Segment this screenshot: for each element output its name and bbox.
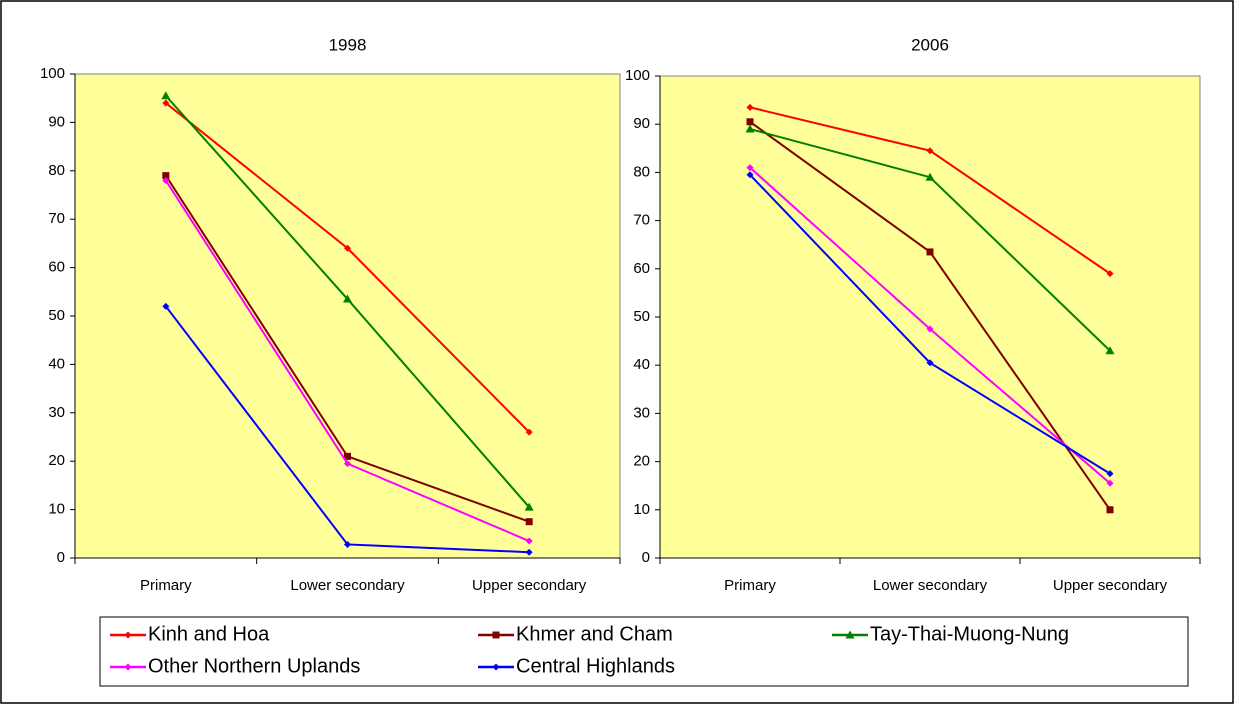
y-tick-label: 10 [48, 501, 65, 518]
legend-label: Tay-Thai-Muong-Nung [870, 623, 1069, 645]
y-tick-label: 40 [48, 355, 65, 372]
marker [1106, 479, 1114, 487]
y-tick-label: 40 [633, 356, 650, 373]
y-tick-label: 90 [48, 113, 65, 130]
marker [1106, 270, 1114, 278]
legend-label: Kinh and Hoa [148, 623, 270, 645]
marker [161, 91, 171, 100]
y-tick-label: 20 [48, 452, 65, 469]
legend-label: Central Highlands [516, 655, 675, 677]
marker [524, 502, 534, 511]
y-tick-label: 60 [633, 260, 650, 277]
marker [492, 663, 500, 671]
marker [344, 460, 351, 468]
marker [344, 540, 351, 548]
y-tick-label: 100 [625, 67, 650, 84]
marker [746, 118, 754, 126]
marker [926, 359, 934, 367]
marker [926, 147, 934, 155]
x-tick-label: Primary [140, 577, 192, 594]
y-tick-label: 70 [48, 210, 65, 227]
marker [745, 124, 755, 133]
marker [344, 244, 351, 252]
y-tick-label: 100 [40, 65, 65, 82]
y-tick-label: 80 [48, 162, 65, 179]
x-tick-label: Upper secondary [1053, 577, 1168, 594]
marker [1105, 346, 1115, 355]
marker [746, 164, 754, 172]
marker [344, 452, 351, 460]
marker [926, 248, 934, 256]
marker [525, 428, 533, 436]
x-tick-label: Lower secondary [873, 577, 988, 594]
marker [162, 302, 170, 310]
y-tick-label: 50 [633, 308, 650, 325]
marker [162, 99, 170, 107]
plot-area [659, 75, 1201, 559]
marker [492, 631, 500, 639]
legend-box [99, 616, 1189, 687]
marker [746, 171, 754, 179]
y-tick-label: 10 [633, 501, 650, 518]
marker [1106, 470, 1114, 478]
marker [124, 663, 132, 671]
y-tick-label: 50 [48, 307, 65, 324]
y-tick-label: 60 [48, 259, 65, 276]
marker [746, 103, 754, 111]
marker [525, 548, 533, 556]
y-tick-label: 20 [633, 453, 650, 470]
plot-area [74, 73, 621, 559]
y-tick-label: 30 [633, 404, 650, 421]
marker [343, 294, 352, 303]
y-tick-label: 0 [57, 549, 65, 566]
x-tick-label: Upper secondary [472, 577, 587, 594]
y-tick-label: 0 [642, 549, 650, 566]
y-tick-label: 90 [633, 115, 650, 132]
marker [926, 325, 934, 333]
marker [1106, 506, 1114, 514]
marker [124, 631, 132, 639]
x-tick-label: Primary [724, 577, 776, 594]
y-tick-label: 70 [633, 212, 650, 229]
chart-title: 2006 [911, 35, 949, 54]
marker [925, 172, 935, 181]
marker [162, 176, 170, 184]
marker [162, 172, 170, 180]
legend-label: Khmer and Cham [516, 623, 673, 645]
x-tick-label: Lower secondary [290, 577, 405, 594]
legend-label: Other Northern Uplands [148, 655, 360, 677]
y-tick-label: 30 [48, 404, 65, 421]
marker [525, 518, 533, 526]
y-tick-label: 80 [633, 163, 650, 180]
marker [525, 537, 533, 545]
marker [845, 630, 855, 639]
chart-title: 1998 [329, 35, 367, 54]
